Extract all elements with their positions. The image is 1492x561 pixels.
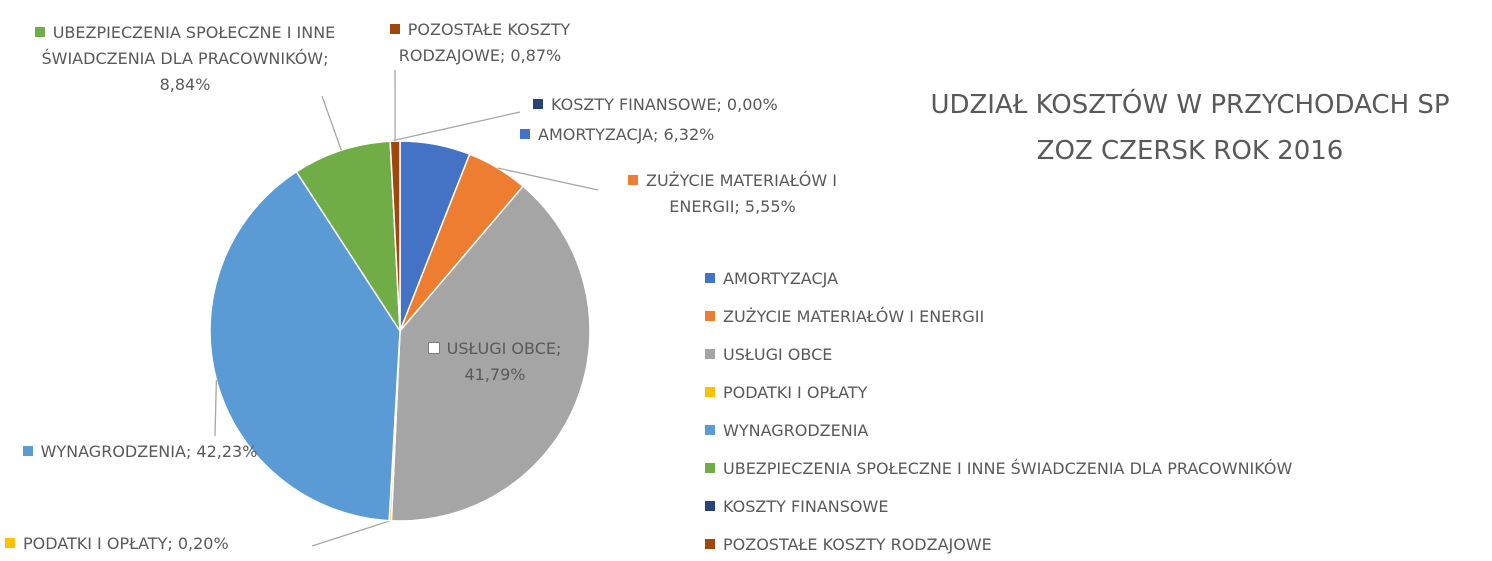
label-text: USŁUGI OBCE; 41,79% — [446, 339, 562, 384]
label-key — [34, 27, 45, 37]
data-label: KOSZTY FINANSOWE; 0,00% — [533, 92, 853, 118]
label-key — [520, 129, 530, 139]
leader-line — [214, 379, 218, 437]
label-key — [427, 342, 440, 354]
leader-line — [311, 520, 391, 547]
pie-slice — [389, 140, 401, 332]
legend-key — [705, 311, 715, 321]
leader-line — [390, 111, 521, 142]
label-text: ZUŻYCIE MATERIAŁÓW I ENERGII; 5,55% — [646, 171, 837, 216]
legend-key — [705, 349, 715, 359]
label-text: POZOSTAŁE KOSZTY RODZAJOWE; 0,87% — [398, 20, 571, 65]
legend-entry: WYNAGRODZENIA — [705, 421, 868, 441]
legend-entry: KOSZTY FINANSOWE — [705, 497, 888, 517]
label-key — [389, 24, 400, 34]
legend-entry: POZOSTAŁE KOSZTY RODZAJOWE — [705, 535, 992, 555]
pie-slice — [390, 185, 591, 522]
pie-slice — [295, 140, 401, 334]
leader-line — [497, 167, 599, 191]
label-text: KOSZTY FINANSOWE; 0,00% — [551, 95, 778, 114]
label-text: WYNAGRODZENIA; 42,23% — [40, 442, 258, 461]
legend-key — [705, 501, 715, 511]
legend-entry: USŁUGI OBCE — [705, 345, 832, 365]
data-label: WYNAGRODZENIA; 42,23% — [20, 439, 260, 465]
label-key — [22, 446, 33, 456]
label-key — [533, 99, 543, 109]
data-label: AMORTYZACJA; 6,32% — [520, 122, 790, 148]
legend-text: POZOSTAŁE KOSZTY RODZAJOWE — [723, 535, 992, 554]
legend-key — [705, 387, 715, 397]
legend-key — [705, 463, 715, 473]
chart-title: UDZIAŁ KOSZTÓW W PRZYCHODACH SP ZOZ CZER… — [930, 90, 1450, 166]
label-text: AMORTYZACJA; 6,32% — [538, 125, 715, 144]
legend-text: AMORTYZACJA — [723, 269, 839, 288]
legend-entry: AMORTYZACJA — [705, 269, 838, 289]
label-text: PODATKI I OPŁATY; 0,20% — [23, 534, 229, 553]
legend-text: WYNAGRODZENIA — [723, 421, 869, 440]
data-label: UBEZPIECZENIA SPOŁECZNE I INNE ŚWIADCZEN… — [20, 20, 350, 98]
legend-text: UBEZPIECZENIA SPOŁECZNE I INNE ŚWIADCZEN… — [723, 459, 1293, 478]
data-label: POZOSTAŁE KOSZTY RODZAJOWE; 0,87% — [360, 17, 600, 69]
data-label: PODATKI I OPŁATY; 0,20% — [5, 531, 325, 557]
legend-entry: PODATKI I OPŁATY — [705, 383, 867, 403]
legend-text: ZUŻYCIE MATERIAŁÓW I ENERGII — [723, 307, 985, 326]
legend-text: KOSZTY FINANSOWE — [723, 497, 889, 516]
label-key — [628, 175, 638, 185]
legend-key — [705, 539, 715, 549]
label-key — [5, 538, 15, 548]
legend-text: USŁUGI OBCE — [723, 345, 833, 364]
label-text: UBEZPIECZENIA SPOŁECZNE I INNE ŚWIADCZEN… — [41, 23, 336, 94]
legend-text: PODATKI I OPŁATY — [723, 383, 868, 402]
data-label: ZUŻYCIE MATERIAŁÓW I ENERGII; 5,55% — [595, 168, 870, 220]
legend-entry: UBEZPIECZENIA SPOŁECZNE I INNE ŚWIADCZEN… — [705, 459, 1292, 479]
legend-entry: ZUŻYCIE MATERIAŁÓW I ENERGII — [705, 307, 984, 327]
leader-line — [321, 95, 342, 151]
legend-key — [705, 273, 715, 283]
legend-key — [705, 425, 715, 435]
data-label: USŁUGI OBCE; 41,79% — [405, 336, 585, 388]
